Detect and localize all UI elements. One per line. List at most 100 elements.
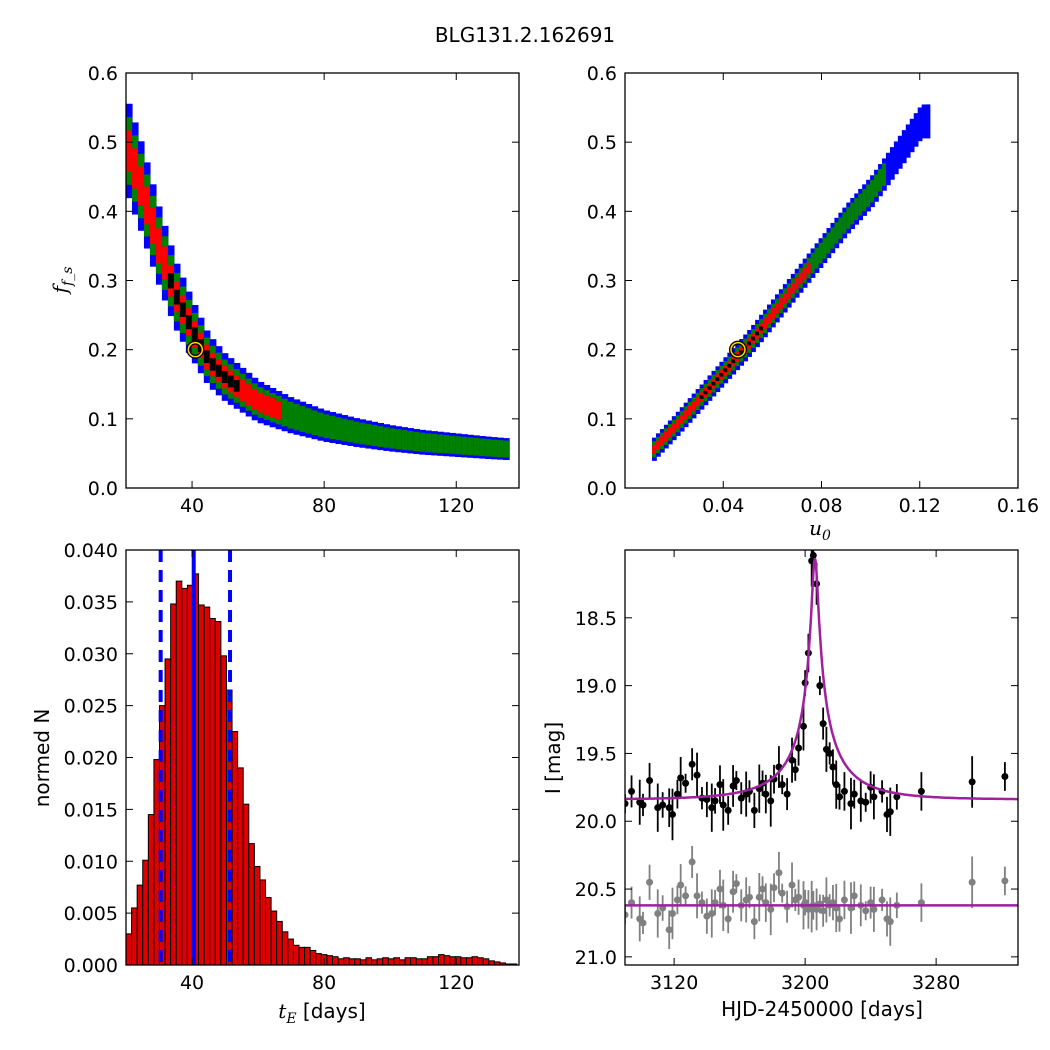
heatmap-cell	[901, 130, 907, 164]
heatmap-cell	[353, 421, 361, 444]
residual-point	[708, 909, 716, 917]
heatmap-cell	[874, 174, 879, 197]
histogram-bar	[198, 604, 205, 966]
panel0-ytick-label: 0.3	[88, 271, 118, 293]
histogram-bar	[376, 958, 384, 966]
panel1-ytick-label: 0.4	[587, 201, 617, 223]
panel2-xtick-label: 40	[180, 972, 204, 994]
histogram-bar	[337, 958, 345, 966]
data-point	[682, 779, 690, 787]
residual-point	[1001, 877, 1009, 885]
heatmap-cell	[431, 433, 438, 453]
histogram-bar	[426, 956, 434, 966]
histogram-bar	[214, 621, 222, 966]
histogram-bar	[287, 938, 294, 966]
histogram-bar	[315, 953, 322, 966]
model-curve	[625, 557, 1018, 801]
panel1-xtick-label: 0.12	[899, 495, 941, 517]
heatmap-cell	[281, 398, 289, 427]
heatmap-cell	[691, 401, 697, 411]
residual-point	[759, 885, 767, 893]
heatmap-cell	[179, 302, 187, 317]
heatmap-cell	[755, 331, 760, 336]
heatmap-cell	[305, 408, 313, 434]
residual-point	[778, 889, 786, 897]
panel2-ytick-label: 0.015	[64, 799, 118, 821]
residual-point	[745, 893, 753, 901]
panel1-ytick-label: 0.5	[587, 132, 617, 154]
heatmap-cell	[687, 405, 693, 416]
data-point	[693, 771, 701, 779]
heatmap-cell	[885, 152, 891, 186]
panel-tE-histogram: 40 80 120 0.000 0.005 0.010 0.015 0.020 0.025 0.0…	[64, 540, 520, 994]
data-point	[870, 793, 878, 801]
heatmap-cell	[659, 436, 665, 446]
panel0-ytick-label: 0.6	[88, 63, 118, 85]
panel3-xtick-label: 3280	[912, 972, 960, 994]
heatmap-cell	[913, 113, 919, 147]
heatmap-cell	[715, 377, 721, 381]
histogram-bar	[393, 957, 400, 966]
data-point	[750, 806, 758, 814]
heatmap-cell	[707, 386, 713, 390]
histogram-bar	[343, 957, 350, 966]
data-point	[724, 806, 732, 814]
heatmap-cell	[185, 315, 193, 330]
residual-point	[819, 907, 827, 915]
data-point	[732, 777, 740, 785]
panel2-ytick-label: 0.000	[64, 955, 118, 977]
data-point	[795, 744, 803, 752]
histogram-bar	[209, 617, 216, 966]
heatmap-cell	[413, 431, 420, 452]
residual-point	[886, 918, 894, 926]
heatmap-cell	[723, 368, 729, 373]
panel0-xtick-label: 120	[438, 495, 474, 517]
histogram-bar	[259, 879, 267, 966]
histogram-bar	[147, 814, 155, 966]
heatmap-cell	[759, 326, 764, 331]
histogram-bar	[449, 956, 456, 966]
panel1-ytick-label: 0.3	[587, 271, 617, 293]
heatmap-cell	[683, 410, 689, 420]
xlabel-tE-unit: [days]	[297, 999, 366, 1023]
data-point	[840, 787, 848, 795]
heatmap-cell	[491, 439, 498, 457]
residual-point	[665, 926, 673, 934]
heatmap-cell	[866, 184, 871, 207]
data-point	[826, 749, 834, 757]
heatmap-cell	[655, 440, 661, 450]
heatmap-cell	[747, 341, 752, 346]
heatmap-cell	[881, 163, 887, 186]
heatmap-cell	[329, 415, 337, 440]
heatmap-cell	[727, 363, 733, 368]
histogram-bar	[404, 957, 412, 966]
heatmap-cell	[263, 395, 271, 415]
heatmap-cell	[862, 189, 867, 212]
panel1-ytick-label: 0.1	[587, 409, 617, 431]
data-point	[819, 720, 827, 728]
residual-point	[836, 915, 844, 923]
histogram-bar	[265, 897, 272, 966]
histogram-bar	[203, 606, 211, 966]
histogram-bar	[292, 944, 300, 966]
heatmap-cell	[173, 289, 181, 305]
plot-area	[625, 550, 1018, 949]
data-point	[677, 774, 685, 782]
histogram-bar	[242, 803, 250, 966]
heatmap-cell	[317, 412, 325, 437]
heatmap-cell	[695, 396, 701, 407]
data-point	[836, 793, 844, 801]
heatmap-cell	[751, 336, 756, 341]
panel3-ytick-label: 19.5	[575, 743, 617, 765]
heatmap-cell	[663, 432, 669, 442]
heatmap-cell	[878, 168, 883, 192]
histogram-bar	[153, 759, 160, 966]
histogram-bar	[460, 957, 467, 966]
heatmap-cell	[703, 390, 709, 395]
heatmap-cell	[905, 124, 911, 158]
heatmap-cell	[830, 227, 836, 249]
histogram-bar	[410, 957, 417, 966]
histogram-bar	[270, 910, 278, 966]
panel1-ytick-label: 0.0	[587, 478, 617, 500]
